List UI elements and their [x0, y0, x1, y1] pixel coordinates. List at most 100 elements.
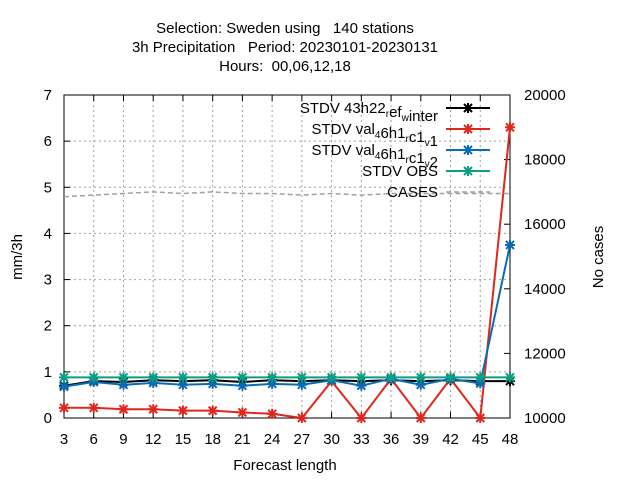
series-v2-line: [63, 244, 511, 388]
series-obs-point: [118, 372, 129, 383]
series-obs-point: [356, 372, 367, 383]
legend-sample-marker: [463, 124, 473, 134]
legend-label: CASES: [387, 184, 438, 201]
series-v2-point: [118, 379, 129, 390]
legend-entry-ref: STDV 43h22refwinter: [300, 100, 490, 125]
series-v1-point: [475, 413, 486, 423]
series-obs-point: [148, 372, 159, 383]
legend-entry-v1: STDV val46h1rc1v1: [312, 121, 490, 150]
y2-axis-label: No cases: [590, 226, 607, 289]
x-tick-label: 21: [234, 431, 251, 448]
series-obs-point: [296, 372, 307, 383]
title-line-1: Selection: Sweden using 140 stations: [156, 20, 414, 37]
series-v1-line: [64, 127, 511, 421]
series-v1-point: [505, 122, 515, 133]
legend-label: STDV 43h22refwinter: [300, 100, 438, 125]
series-v1-point: [207, 405, 218, 416]
legend-label: STDV val46h1rc1v2: [312, 142, 438, 171]
series-obs-point: [445, 372, 456, 383]
series-v2-point: [505, 239, 515, 250]
y2-tick-label: 16000: [524, 216, 566, 233]
series-obs-point: [505, 372, 515, 383]
x-tick-label: 12: [145, 431, 162, 448]
x-tick-label: 39: [412, 431, 429, 448]
series-v1-point: [88, 402, 99, 413]
plot-frame: [63, 94, 511, 419]
title-line-3: Hours: 00,06,12,18: [219, 58, 351, 75]
x-axis-label: Forecast length: [233, 457, 336, 474]
x-tick-label: 36: [383, 431, 400, 448]
x-tick-label: 24: [264, 431, 281, 448]
legend-entry-cases: CASES: [387, 184, 490, 201]
grid: [64, 95, 510, 418]
y-tick-label: 5: [44, 179, 52, 196]
legend-sample-marker: [463, 145, 473, 155]
series-v1-point: [415, 413, 426, 423]
axes: 3 6 9 12 15 18 21 24 27 30 33 36 39 42 45 4801234567100…: [44, 87, 566, 448]
x-tick-label: 45: [472, 431, 489, 448]
y-tick-label: 0: [44, 410, 52, 427]
series-v2-point: [59, 381, 69, 392]
series-v2-point: [237, 380, 248, 391]
legend-entry-obs: STDV OBS: [362, 163, 490, 180]
x-tick-label: 9: [119, 431, 127, 448]
legend-label: STDV OBS: [362, 163, 438, 180]
y2-tick-label: 14000: [524, 281, 566, 298]
series-v1-point: [267, 408, 278, 419]
series-obs-point: [59, 372, 69, 383]
y2-tick-label: 12000: [524, 345, 566, 362]
y-tick-label: 1: [44, 364, 52, 381]
series-v1-point: [148, 404, 159, 415]
series-obs-point: [386, 372, 397, 383]
series-obs-point: [475, 372, 486, 383]
title-line-2: 3h Precipitation Period: 20230101-202301…: [132, 39, 438, 56]
series-obs-point: [177, 372, 188, 383]
legend-sample-marker: [463, 103, 473, 113]
x-tick-label: 27: [294, 431, 311, 448]
x-tick-label: 6: [90, 431, 98, 448]
series-v2-group: [59, 239, 515, 392]
series-v1-point: [296, 413, 307, 423]
y-tick-label: 2: [44, 318, 52, 335]
series-cases-group: [63, 191, 510, 198]
y-tick-label: 4: [44, 225, 52, 242]
series-v1-group: [59, 122, 515, 423]
x-tick-label: 3: [60, 431, 68, 448]
series-v2-point: [415, 379, 426, 390]
y2-tick-label: 18000: [524, 152, 566, 169]
series-obs-point: [267, 372, 278, 383]
y-tick-label: 7: [44, 87, 52, 104]
series-cases-line: [63, 191, 510, 198]
y-tick-label: 3: [44, 272, 52, 289]
x-tick-label: 48: [502, 431, 519, 448]
chart-title: Selection: Sweden using 140 stations 3h …: [132, 20, 438, 75]
series-obs-point: [88, 372, 99, 383]
x-tick-label: 15: [175, 431, 192, 448]
y-axis-label: mm/3h: [9, 234, 26, 280]
x-tick-label: 33: [353, 431, 370, 448]
series-v1-point: [118, 404, 129, 415]
x-tick-label: 42: [442, 431, 459, 448]
series-obs-point: [326, 372, 337, 383]
x-tick-label: 30: [323, 431, 340, 448]
series-ref-line: [63, 379, 510, 387]
y2-tick-label: 10000: [524, 410, 566, 427]
series-v1-point: [59, 402, 69, 413]
series-obs-point: [237, 372, 248, 383]
legend-label: STDV val46h1rc1v1: [312, 121, 438, 150]
legend-sample-marker: [463, 166, 473, 176]
x-tick-label: 18: [204, 431, 221, 448]
series-obs-point: [207, 372, 218, 383]
series-obs-group: [59, 372, 515, 383]
series-v2-point: [177, 379, 188, 390]
series: [59, 122, 515, 423]
legend-entry-v2: STDV val46h1rc1v2: [312, 142, 490, 171]
y-tick-label: 6: [44, 133, 52, 150]
series-v1-point: [177, 405, 188, 416]
y2-tick-label: 20000: [524, 87, 566, 104]
series-v1-point: [237, 407, 248, 418]
series-v1-point: [356, 413, 367, 423]
